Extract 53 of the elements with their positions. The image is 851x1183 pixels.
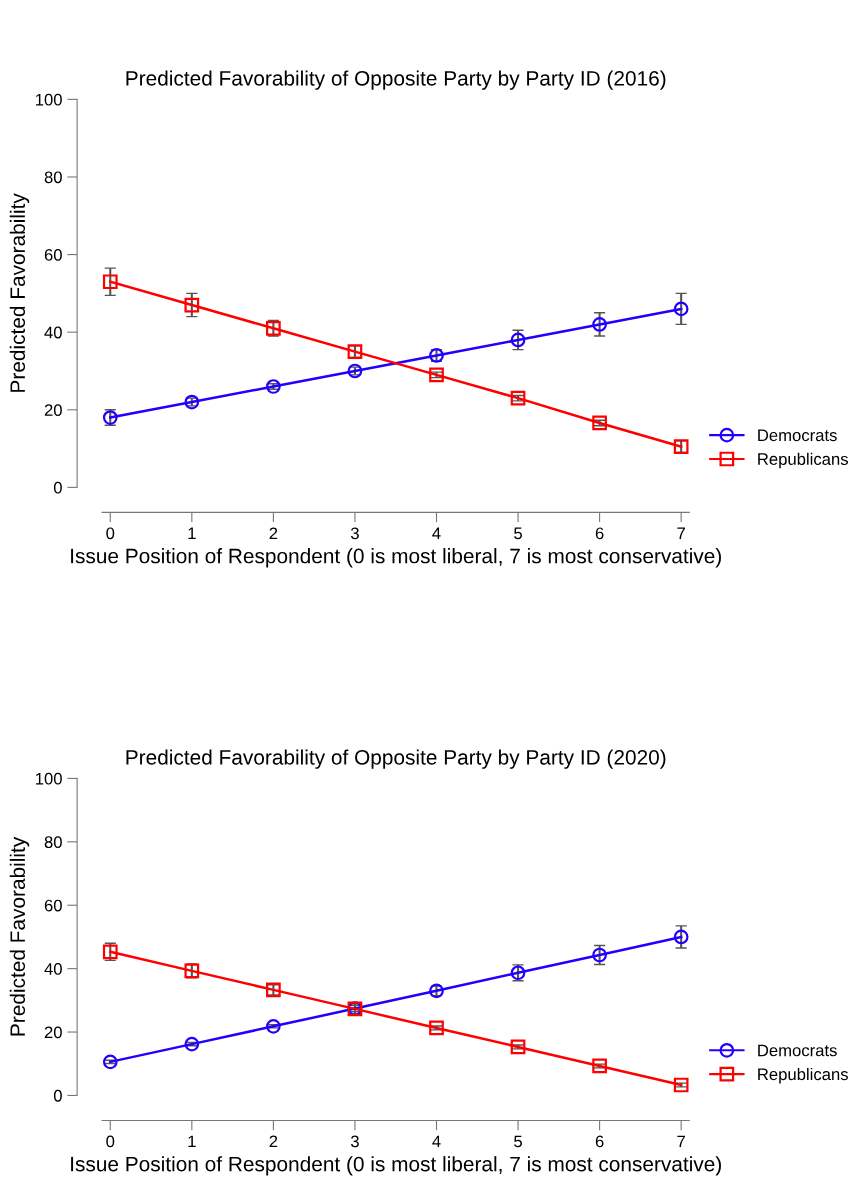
y-tick-label: 20 — [44, 1026, 62, 1039]
y-tick-label: 80 — [44, 171, 62, 184]
x-tick-label: 5 — [514, 1135, 522, 1148]
y-tick-label: 60 — [44, 899, 62, 912]
point — [184, 297, 200, 313]
point — [102, 274, 118, 290]
legend-label: Republicans — [758, 452, 848, 469]
x-tick-label: 7 — [677, 527, 685, 540]
chart-title: Predicted Favorability of Opposite Party by Party ID (2016) — [126, 70, 666, 90]
x-tick-label: 3 — [350, 1135, 359, 1148]
x-tick-label: 7 — [677, 1135, 685, 1148]
x-tick-label: 4 — [432, 527, 441, 540]
y-tick-label: 20 — [44, 404, 62, 416]
chart-title: Predicted Favorability of Opposite Party by Party ID (2020) — [126, 749, 666, 769]
legend-label: Democrats — [758, 1044, 837, 1057]
x-tick-label: 0 — [106, 527, 115, 540]
point — [592, 1058, 607, 1074]
x-tick-label: 6 — [595, 527, 604, 540]
x-tick-label: 5 — [514, 527, 522, 540]
y-tick-label: 0 — [53, 1089, 62, 1102]
x-tick-label: 1 — [188, 527, 196, 540]
x-tick-label: 6 — [595, 1135, 604, 1148]
y-tick-label: 100 — [36, 772, 62, 785]
x-tick-label: 3 — [350, 527, 359, 540]
x-tick-label: 4 — [432, 1135, 441, 1148]
point — [592, 317, 607, 332]
point — [184, 1036, 200, 1052]
point — [429, 367, 444, 383]
y-axis-title: Predicted Favorability — [9, 193, 30, 392]
x-axis-title: Issue Position of Respondent (0 is most liberal, 7 is most conservative) — [71, 1156, 721, 1176]
x-axis-title: Issue Position of Respondent (0 is most liberal, 7 is most conservative) — [71, 548, 721, 568]
legend-label: Democrats — [758, 429, 837, 442]
point — [592, 415, 607, 431]
x-tick-label: 2 — [269, 1135, 278, 1148]
y-tick-label: 0 — [53, 481, 62, 494]
point — [510, 1039, 526, 1055]
y-tick-label: 60 — [44, 248, 62, 261]
x-tick-label: 1 — [188, 1135, 196, 1148]
point — [429, 1020, 444, 1036]
y-tick-label: 100 — [36, 93, 62, 106]
y-tick-label: 40 — [44, 326, 62, 339]
point — [673, 1077, 689, 1093]
point — [266, 1018, 281, 1034]
y-axis-title: Predicted Favorability — [9, 836, 30, 1036]
x-tick-label: 0 — [106, 1135, 115, 1148]
point — [673, 301, 689, 317]
x-tick-label: 2 — [269, 527, 278, 540]
y-tick-label: 40 — [44, 963, 62, 975]
y-tick-label: 80 — [44, 836, 62, 849]
legend-label: Republicans — [758, 1067, 848, 1084]
point — [510, 390, 526, 406]
point — [673, 929, 689, 945]
point — [102, 1054, 118, 1070]
